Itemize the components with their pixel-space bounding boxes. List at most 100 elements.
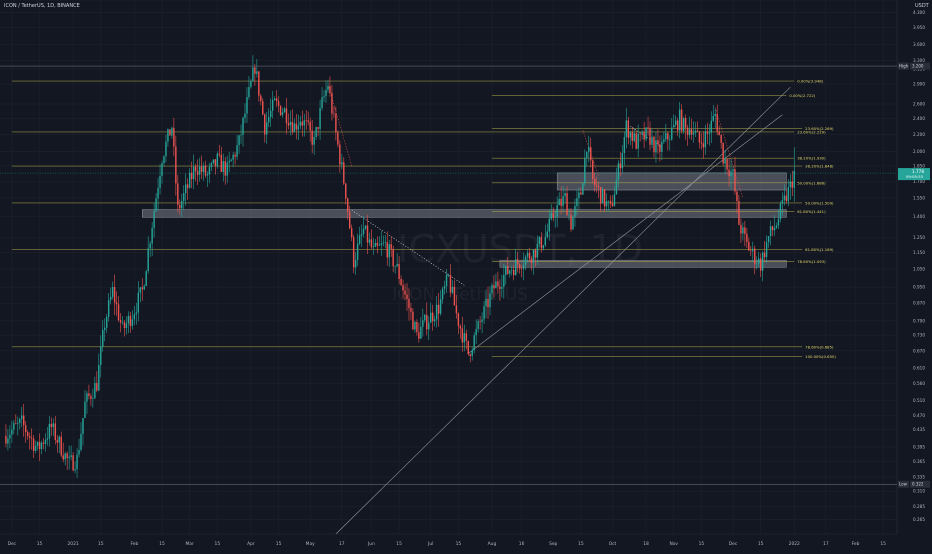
candle-body: [224, 161, 226, 176]
time-tick-label: Jul: [427, 541, 433, 547]
candle-body: [700, 142, 703, 144]
candle-body: [13, 423, 15, 430]
candle-body: [52, 423, 55, 428]
candle-body: [625, 120, 628, 138]
candle-body: [40, 442, 43, 450]
candle-body: [428, 322, 430, 330]
candle-body: [712, 115, 714, 121]
candle-body: [356, 243, 359, 260]
candle-body: [135, 312, 138, 315]
candle-body: [734, 169, 736, 192]
candle-body: [240, 134, 242, 136]
candle-body: [192, 166, 195, 180]
candle-body: [516, 259, 519, 265]
candle-body: [453, 286, 456, 306]
candle-body: [236, 145, 238, 157]
candle-body: [487, 298, 489, 308]
trendline: [582, 130, 599, 177]
fib-level-label: 50.00%(1.509): [805, 200, 834, 205]
candle-body: [5, 435, 7, 444]
candle-body: [206, 174, 209, 176]
candle-body: [645, 127, 647, 140]
candle-body: [333, 113, 335, 115]
candle-body: [376, 242, 379, 246]
candle-body: [80, 433, 82, 450]
time-tick-label: 2022: [789, 541, 800, 547]
candle-body: [588, 147, 590, 152]
price-axis[interactable]: 4.3003.9503.6003.3003.1502.9002.6002.400…: [896, 0, 932, 550]
price-tick-label: 0.265: [913, 517, 925, 522]
candle-body: [362, 228, 365, 234]
candle-body: [499, 286, 501, 289]
candle-body: [609, 200, 612, 204]
candle-body: [210, 163, 213, 168]
candle-body: [378, 245, 381, 246]
price-tick-label: 2.400: [913, 116, 925, 121]
candle-body: [680, 109, 683, 131]
candle-body: [578, 192, 580, 199]
candle-body: [350, 228, 353, 238]
candle-body: [599, 187, 602, 204]
candle-body: [418, 332, 420, 339]
candle-body: [467, 340, 469, 355]
time-tick-label: 15: [98, 541, 104, 547]
fib-level-label: 23.60%(2.229): [797, 129, 826, 134]
candle-body: [94, 383, 96, 399]
candle-body: [17, 422, 19, 424]
candle-body: [724, 159, 726, 164]
candle-body: [54, 423, 57, 441]
candle-body: [732, 169, 734, 172]
price-tick-label: 0.950: [913, 285, 925, 290]
low-value: 0.322: [912, 482, 924, 487]
candle-body: [244, 113, 246, 118]
candle-body: [477, 321, 479, 330]
price-tick-label: 0.285: [913, 504, 925, 509]
candle-body: [736, 191, 738, 202]
candle-body: [295, 123, 298, 130]
candle-body: [570, 214, 572, 230]
candle-body: [212, 159, 215, 164]
candle-body: [92, 398, 94, 400]
candle-body: [528, 252, 531, 259]
candle-body: [408, 298, 410, 309]
candle-body: [607, 200, 610, 202]
price-tick-label: 1.400: [913, 214, 925, 219]
candle-body: [222, 161, 224, 172]
candle-body: [485, 298, 487, 307]
candle-body: [109, 296, 112, 301]
candle-body: [548, 218, 550, 232]
candle-body: [208, 167, 211, 175]
candle-body: [396, 263, 398, 267]
candle-body: [102, 329, 104, 347]
candle-body: [556, 205, 558, 217]
candle-body: [204, 165, 207, 176]
price-tick-label: 0.395: [913, 445, 925, 450]
price-tick-label: 1.550: [913, 196, 925, 201]
candle-body: [133, 314, 136, 320]
candle-body: [202, 165, 205, 172]
candle-body: [769, 226, 772, 237]
candle-body: [593, 179, 596, 186]
candle-body: [540, 236, 543, 249]
candle-body: [374, 242, 377, 247]
candle-body: [327, 86, 329, 90]
price-tick-label: 3.950: [913, 25, 925, 30]
candle-body: [509, 270, 511, 274]
candle-body: [30, 437, 33, 439]
fib-level-label: 100.00%(0.650): [805, 354, 836, 359]
candle-body: [22, 415, 25, 426]
candle-body: [627, 120, 630, 138]
candle-body: [455, 305, 458, 314]
candle-body: [230, 159, 232, 162]
fib-level-label: 61.80%(1.169): [805, 247, 834, 252]
candle-body: [157, 187, 159, 199]
candle-body: [661, 141, 663, 152]
time-axis[interactable]: Dec 15 2021 15 Feb 15 Mar 15 Apr 15 May 17 Jun 15 Jul 1…: [0, 533, 932, 550]
candle-body: [177, 183, 179, 205]
time-tick-label: 2021: [68, 541, 79, 547]
candle-body: [526, 252, 529, 257]
candle-body: [457, 313, 460, 326]
candle-body: [281, 112, 284, 116]
